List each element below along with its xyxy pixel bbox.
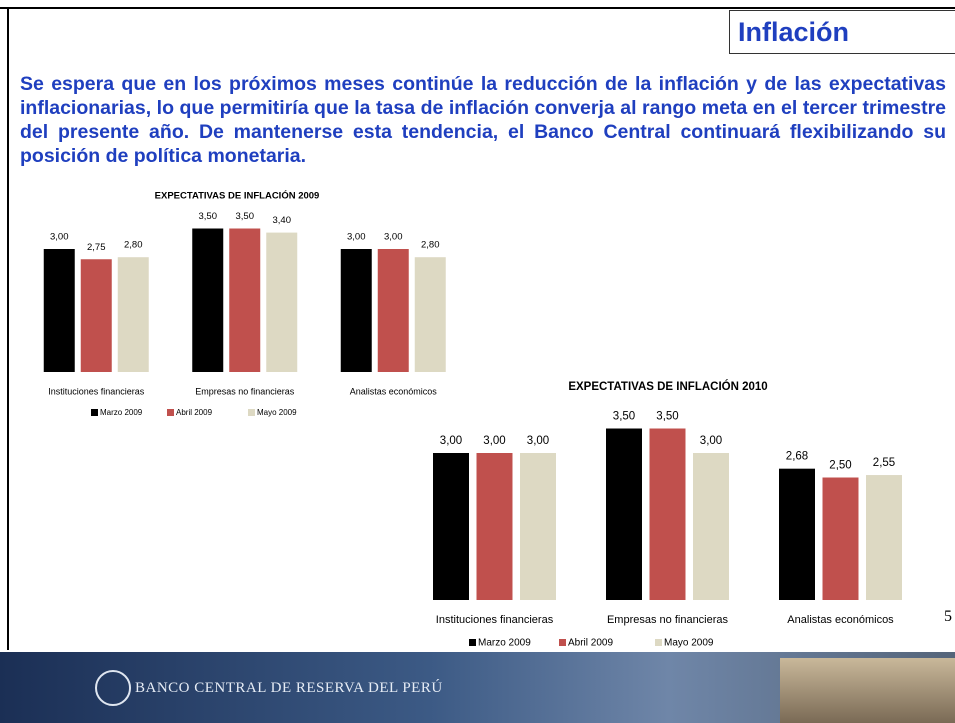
bar bbox=[822, 477, 859, 600]
chart-title: EXPECTATIVAS DE INFLACIÓN 2009 bbox=[155, 190, 320, 202]
legend-swatch bbox=[559, 639, 566, 646]
value-label: 3,00 bbox=[347, 232, 366, 243]
legend-swatch bbox=[248, 409, 255, 416]
chart-title: EXPECTATIVAS DE INFLACIÓN 2010 bbox=[568, 380, 767, 393]
x-tick-label: Empresas no financieras bbox=[607, 614, 729, 626]
legend-label: Marzo 2009 bbox=[478, 638, 531, 649]
bar bbox=[414, 257, 446, 372]
bar bbox=[866, 475, 902, 600]
value-label: 2,80 bbox=[421, 240, 440, 251]
x-tick-label: Analistas económicos bbox=[787, 614, 894, 626]
value-label: 2,80 bbox=[124, 240, 143, 251]
bar bbox=[649, 428, 686, 600]
x-tick-label: Analistas económicos bbox=[350, 386, 438, 396]
x-tick-label: Empresas no financieras bbox=[195, 386, 295, 396]
legend-label: Mayo 2009 bbox=[664, 638, 714, 649]
footer: BANCO CENTRAL DE RESERVA DEL PERÚ bbox=[0, 652, 955, 723]
bar bbox=[693, 453, 729, 600]
value-label: 3,00 bbox=[483, 435, 505, 447]
legend-label: Abril 2009 bbox=[568, 638, 613, 649]
bar bbox=[192, 228, 224, 372]
legend-swatch bbox=[91, 409, 98, 416]
value-label: 3,50 bbox=[199, 211, 218, 222]
bar bbox=[229, 228, 261, 372]
bar bbox=[433, 453, 469, 600]
value-label: 3,50 bbox=[656, 411, 678, 423]
summary-text: Se espera que en los próximos meses cont… bbox=[20, 73, 946, 167]
legend-swatch bbox=[469, 639, 476, 646]
bar bbox=[266, 232, 298, 372]
legend-swatch bbox=[167, 409, 174, 416]
page-number: 5 bbox=[944, 608, 952, 625]
footer-photo bbox=[780, 658, 955, 723]
value-label: 3,00 bbox=[527, 435, 549, 447]
value-label: 2,68 bbox=[786, 451, 808, 463]
value-label: 3,00 bbox=[700, 435, 722, 447]
logo bbox=[95, 670, 131, 706]
slide-title: Inflación bbox=[729, 10, 955, 54]
value-label: 3,00 bbox=[384, 232, 403, 243]
legend-label: Marzo 2009 bbox=[100, 408, 143, 417]
legend-label: Abril 2009 bbox=[176, 408, 213, 417]
value-label: 2,50 bbox=[829, 460, 851, 472]
x-tick-label: Instituciones financieras bbox=[48, 386, 145, 396]
bar bbox=[779, 468, 815, 600]
bar bbox=[606, 428, 642, 600]
bar bbox=[117, 257, 149, 372]
bar bbox=[340, 249, 372, 372]
bar bbox=[377, 249, 409, 372]
legend-swatch bbox=[655, 639, 662, 646]
value-label: 3,40 bbox=[273, 215, 292, 226]
legend-label: Mayo 2009 bbox=[257, 408, 297, 417]
value-label: 3,00 bbox=[440, 435, 462, 447]
value-label: 2,75 bbox=[87, 242, 106, 253]
bar bbox=[476, 453, 513, 600]
footer-text: BANCO CENTRAL DE RESERVA DEL PERÚ bbox=[135, 680, 443, 696]
bar bbox=[43, 249, 75, 372]
value-label: 3,50 bbox=[613, 411, 635, 423]
value-label: 3,50 bbox=[236, 211, 255, 222]
x-tick-label: Instituciones financieras bbox=[436, 614, 554, 626]
bar bbox=[520, 453, 556, 600]
bar bbox=[80, 259, 112, 372]
value-label: 2,55 bbox=[873, 457, 895, 469]
value-label: 3,00 bbox=[50, 232, 69, 243]
